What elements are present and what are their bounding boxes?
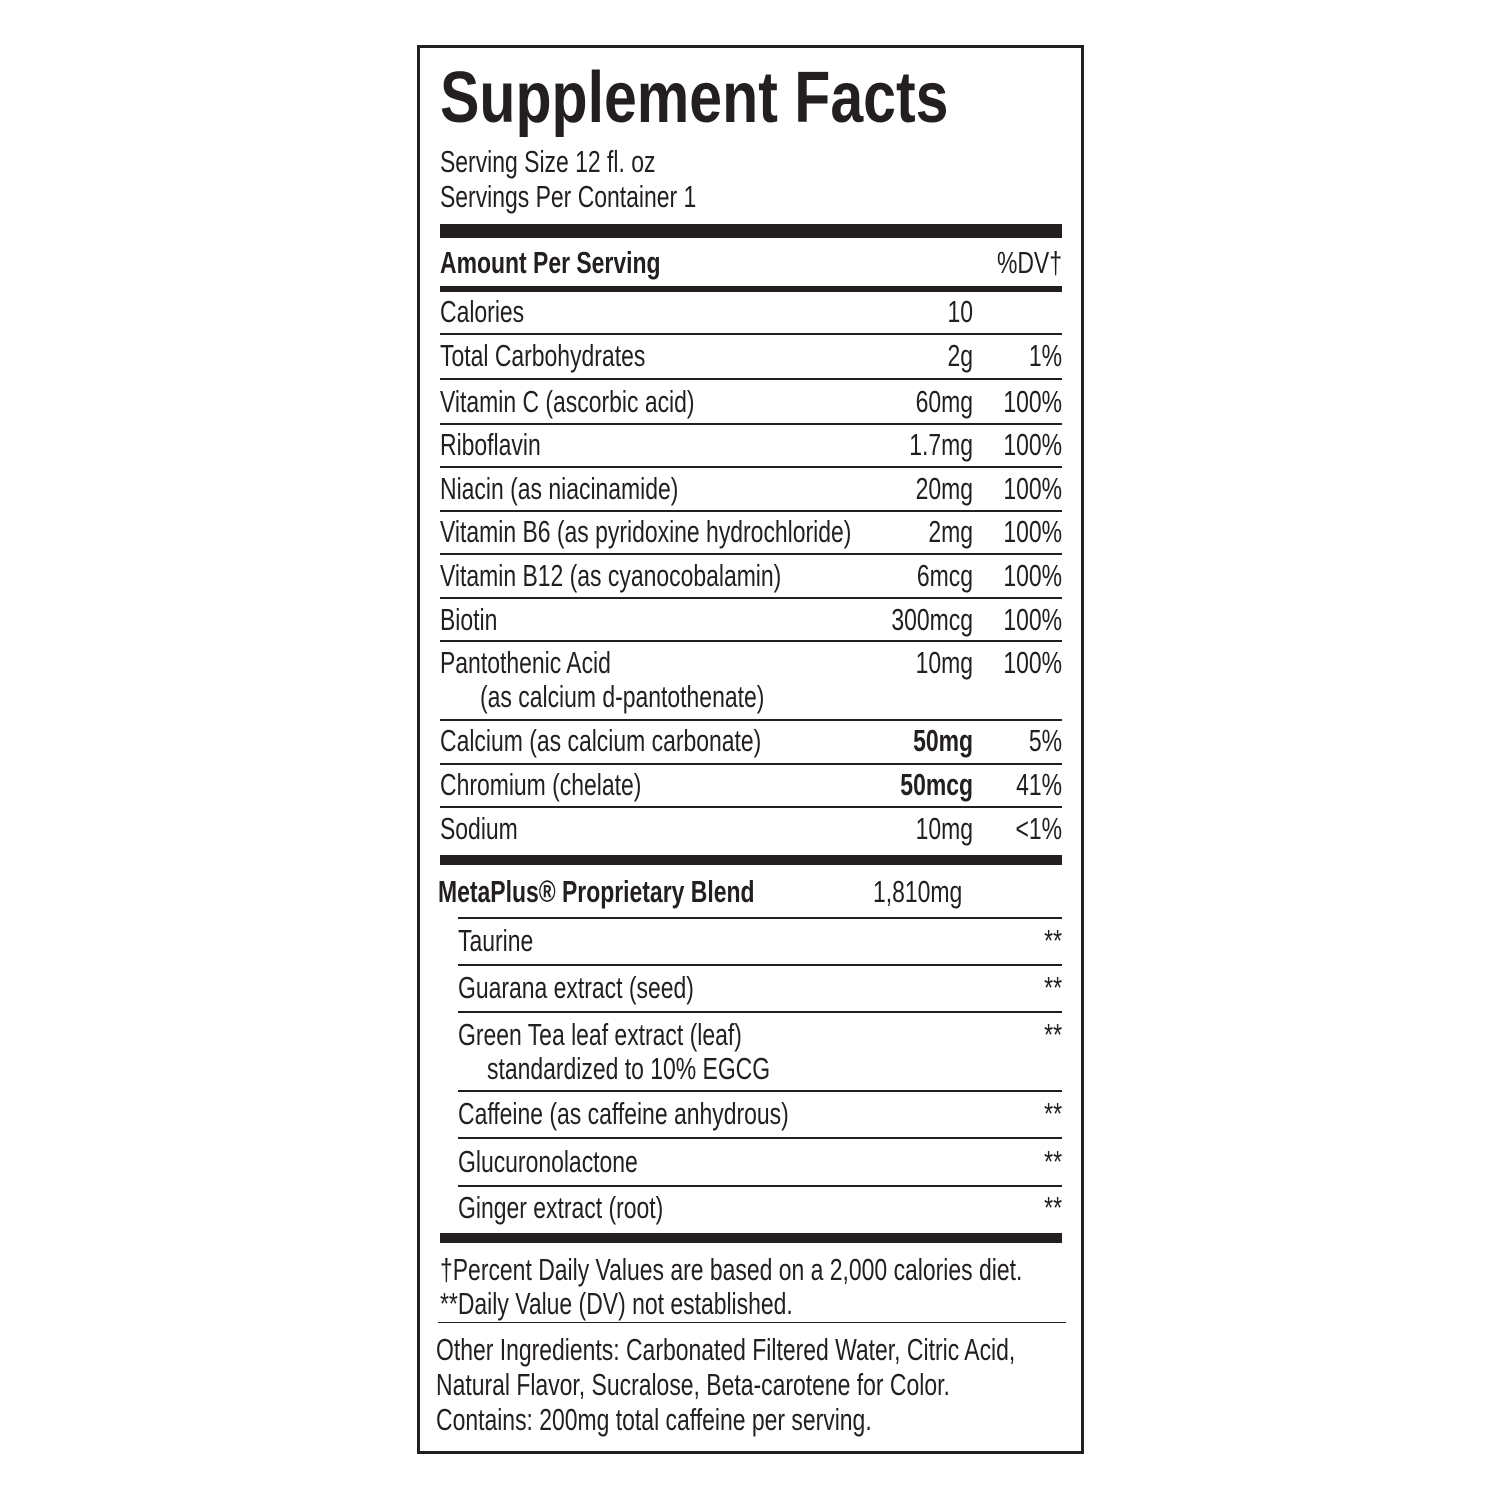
other-ingredients-line: Natural Flavor, Sucralose, Beta-carotene…: [436, 1367, 950, 1402]
row-divider: [458, 917, 1062, 919]
nutrient-dv: 100%: [1003, 514, 1062, 549]
blend-ingredient-name: Taurine: [458, 923, 534, 958]
divider-thick: [440, 224, 1062, 238]
row-divider: [440, 510, 1062, 512]
nutrient-dv: 100%: [1003, 645, 1062, 680]
nutrient-name: Pantothenic Acid: [440, 645, 611, 680]
row-divider: [440, 806, 1062, 808]
row-divider: [440, 763, 1062, 765]
nutrient-dv: 5%: [1028, 723, 1062, 758]
blend-ingredient-dv: **: [1044, 970, 1062, 1005]
nutrient-name: Riboflavin: [440, 427, 541, 462]
blend-amount: 1,810mg: [873, 874, 963, 909]
row-divider: [458, 1011, 1062, 1013]
nutrient-amount: 20mg: [915, 471, 973, 506]
nutrient-dv: 100%: [1003, 558, 1062, 593]
row-divider: [440, 423, 1062, 425]
row-divider: [458, 964, 1062, 966]
nutrient-name: Total Carbohydrates: [440, 338, 646, 373]
divider-thick: [440, 1233, 1062, 1243]
row-divider: [440, 640, 1062, 642]
row-divider: [458, 1185, 1062, 1187]
row-divider: [438, 1322, 1066, 1323]
nutrient-amount: 60mg: [915, 384, 973, 419]
nutrient-dv: <1%: [1015, 811, 1062, 846]
blend-ingredient-dv: **: [1044, 923, 1062, 958]
nutrient-name: Vitamin B6 (as pyridoxine hydrochloride): [440, 514, 852, 549]
nutrient-source: (as calcium d-pantothenate): [480, 679, 765, 714]
nutrient-dv: 100%: [1003, 602, 1062, 637]
nutrient-amount: 10mg: [915, 811, 973, 846]
row-divider: [458, 1090, 1062, 1092]
footnote: **Daily Value (DV) not established.: [440, 1286, 793, 1321]
nutrient-name: Vitamin C (ascorbic acid): [440, 384, 695, 419]
nutrient-amount: 10mg: [915, 645, 973, 680]
nutrient-dv: 100%: [1003, 427, 1062, 462]
nutrient-name: Vitamin B12 (as cyanocobalamin): [440, 558, 782, 593]
blend-ingredient-dv: **: [1044, 1096, 1062, 1131]
nutrient-amount: 2mg: [928, 514, 973, 549]
servings-per-container: Servings Per Container 1: [440, 179, 697, 214]
nutrient-name: Calcium (as calcium carbonate): [440, 723, 762, 758]
footnote: †Percent Daily Values are based on a 2,0…: [440, 1252, 1023, 1287]
blend-ingredient-name: Ginger extract (root): [458, 1190, 664, 1225]
row-divider: [440, 378, 1062, 380]
nutrient-name: Chromium (chelate): [440, 767, 642, 802]
panel-title: Supplement Facts: [440, 58, 949, 138]
nutrient-dv: 100%: [1003, 384, 1062, 419]
amount-per-serving-header: Amount Per Serving: [440, 245, 661, 280]
nutrient-amount: 1.7mg: [909, 427, 973, 462]
blend-ingredient-name: Green Tea leaf extract (leaf): [458, 1017, 742, 1052]
nutrient-amount: 2g: [947, 338, 973, 373]
nutrient-amount: 10: [947, 294, 973, 329]
row-divider: [440, 719, 1062, 721]
dv-header: %DV†: [996, 245, 1062, 280]
other-ingredients-line: Contains: 200mg total caffeine per servi…: [436, 1402, 872, 1437]
nutrient-amount: 50mcg: [900, 767, 973, 802]
nutrient-amount: 6mcg: [916, 558, 973, 593]
blend-ingredient-note: standardized to 10% EGCG: [487, 1051, 771, 1086]
nutrient-amount: 300mcg: [891, 602, 973, 637]
blend-ingredient-dv: **: [1044, 1017, 1062, 1052]
blend-ingredient-name: Caffeine (as caffeine anhydrous): [458, 1096, 789, 1131]
divider-medium: [440, 286, 1062, 292]
serving-size: Serving Size 12 fl. oz: [440, 144, 656, 179]
blend-ingredient-dv: **: [1044, 1144, 1062, 1179]
blend-ingredient-dv: **: [1044, 1190, 1062, 1225]
other-ingredients-line: Other Ingredients: Carbonated Filtered W…: [436, 1332, 1016, 1367]
nutrient-dv: 41%: [1016, 767, 1062, 802]
row-divider: [440, 466, 1062, 468]
row-divider: [440, 553, 1062, 555]
blend-ingredient-name: Glucuronolactone: [458, 1144, 638, 1179]
divider-thick: [440, 855, 1062, 865]
nutrient-name: Sodium: [440, 811, 518, 846]
nutrient-dv: 100%: [1003, 471, 1062, 506]
nutrient-dv: 1%: [1028, 338, 1062, 373]
nutrient-name: Calories: [440, 294, 525, 329]
nutrient-name: Biotin: [440, 602, 498, 637]
blend-ingredient-name: Guarana extract (seed): [458, 970, 694, 1005]
row-divider: [440, 333, 1062, 335]
row-divider: [440, 597, 1062, 599]
row-divider: [458, 1137, 1062, 1139]
nutrient-dv: [973, 295, 1062, 329]
supplement-facts-panel: [417, 45, 1084, 1454]
blend-name: MetaPlus® Proprietary Blend: [438, 874, 755, 909]
nutrient-amount: 50mg: [913, 723, 973, 758]
nutrient-name: Niacin (as niacinamide): [440, 471, 679, 506]
